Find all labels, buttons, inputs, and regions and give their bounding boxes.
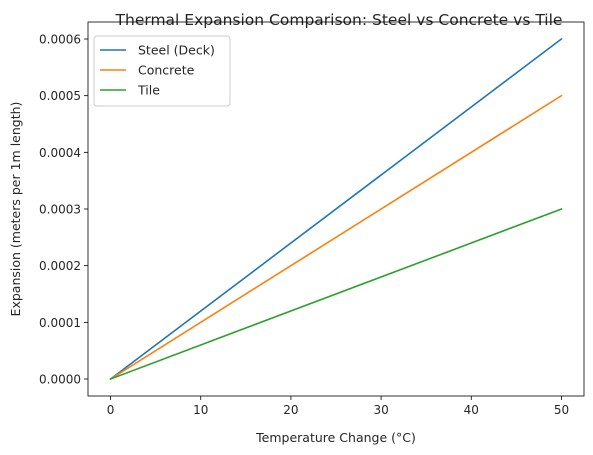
chart-title: Thermal Expansion Comparison: Steel vs C… (115, 11, 563, 29)
x-axis-label: Temperature Change (°C) (255, 430, 416, 445)
legend-box (93, 35, 231, 107)
legend-label-2: Tile (137, 83, 160, 98)
y-axis: 0.0000 0.0001 0.0002 0.0003 0.0004 0.0005 0.00… (39, 33, 88, 387)
x-tick-label: 50 (554, 403, 569, 417)
legend: Steel (Deck) Concrete Tile (93, 35, 231, 107)
x-axis: 0 10 20 30 40 50 (107, 396, 569, 417)
y-axis-label: Expansion (meters per 1m length) (8, 102, 23, 317)
x-tick-label: 0 (107, 403, 115, 417)
series-line-2 (109, 207, 563, 381)
y-tick-label: 0.0000 (39, 373, 81, 387)
y-tick-label: 0.0006 (39, 33, 81, 47)
series-line-1 (109, 94, 563, 381)
series-line-0 (109, 37, 563, 381)
y-tick-label: 0.0005 (39, 89, 81, 103)
x-tick-label: 30 (373, 403, 388, 417)
y-tick-label: 0.0001 (39, 316, 81, 330)
y-tick-label: 0.0002 (39, 259, 81, 273)
y-tick-label: 0.0004 (39, 146, 81, 160)
legend-label-1: Concrete (138, 63, 195, 78)
x-tick-label: 20 (283, 403, 298, 417)
series-lines (109, 37, 563, 381)
x-tick-label: 40 (464, 403, 479, 417)
legend-label-0: Steel (Deck) (138, 43, 215, 58)
x-tick-label: 10 (193, 403, 208, 417)
y-tick-label: 0.0003 (39, 203, 81, 217)
